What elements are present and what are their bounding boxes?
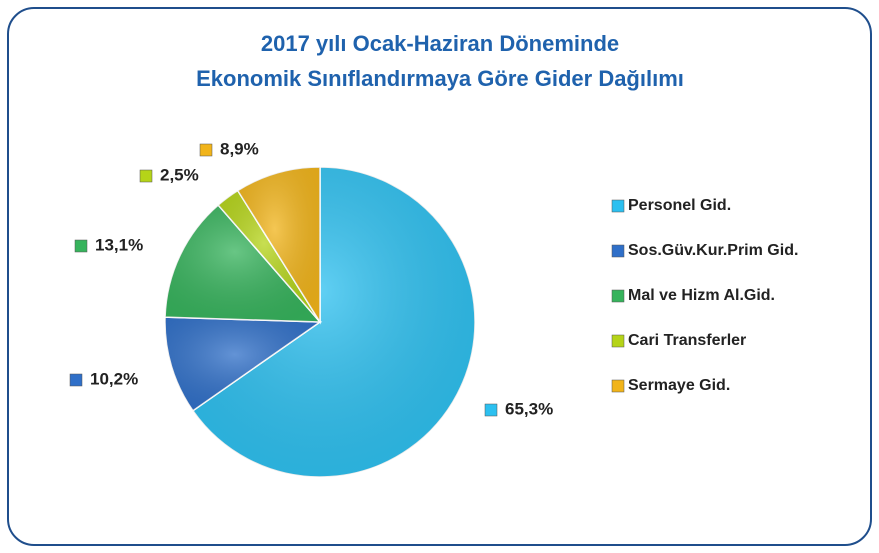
- legend-label: Cari Transferler: [628, 332, 746, 349]
- legend-swatch: [611, 379, 625, 393]
- data-label: 65,3%: [505, 399, 553, 418]
- label-marker: [74, 239, 88, 253]
- legend-label: Mal ve Hizm Al.Gid.: [628, 287, 775, 304]
- legend-label: Sermaye Gid.: [628, 377, 730, 394]
- data-label: 13,1%: [95, 235, 143, 254]
- legend-label: Sos.Güv.Kur.Prim Gid.: [628, 242, 798, 259]
- legend-swatch: [611, 289, 625, 303]
- label-marker: [199, 143, 213, 157]
- legend-swatch: [611, 334, 625, 348]
- data-label: 2,5%: [160, 165, 199, 184]
- legend-swatch: [611, 199, 625, 213]
- label-marker: [484, 403, 498, 417]
- legend-label: Personel Gid.: [628, 197, 731, 214]
- chart-title: Ekonomik Sınıflandırmaya Göre Gider Dağı…: [196, 66, 684, 91]
- data-label: 10,2%: [90, 369, 138, 388]
- legend-swatch: [611, 244, 625, 258]
- label-marker: [69, 373, 83, 387]
- label-marker: [139, 169, 153, 183]
- data-label: 8,9%: [220, 139, 259, 158]
- chart-title: 2017 yılı Ocak-Haziran Döneminde: [261, 31, 619, 56]
